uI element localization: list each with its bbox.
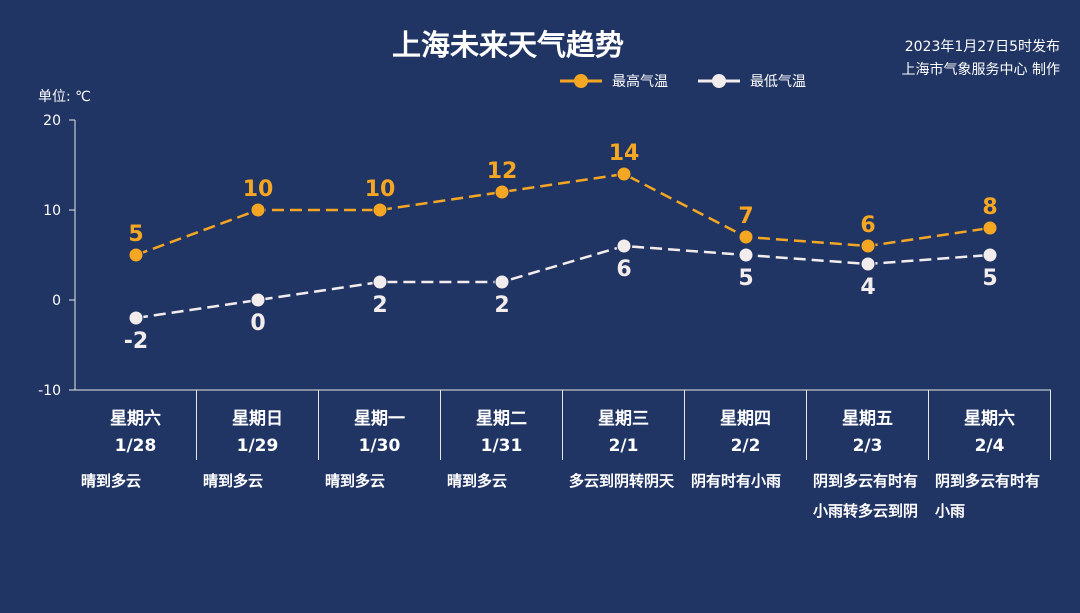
legend: 最高气温 最低气温 xyxy=(560,71,836,91)
weekday-label: 星期三 xyxy=(598,409,649,429)
data-label-high: 14 xyxy=(609,141,640,166)
data-label-high: 7 xyxy=(738,204,753,229)
point-high xyxy=(860,238,876,254)
weekday-label: 星期二 xyxy=(476,409,527,429)
forecast-day: 星期五 2/3 xyxy=(807,390,929,460)
forecast-day: 星期六 1/28 xyxy=(75,390,197,460)
data-label-low: 0 xyxy=(250,311,265,336)
point-high xyxy=(738,229,754,245)
legend-high-marker-icon xyxy=(560,74,602,88)
weekday-label: 星期一 xyxy=(354,409,405,429)
weather-description: 晴到多云 xyxy=(81,472,142,490)
data-label-high: 10 xyxy=(243,177,274,202)
point-low xyxy=(250,292,266,308)
weather-description: 阴到多云有时有小雨 xyxy=(935,472,1041,520)
publisher: 上海市气象服务中心 制作 xyxy=(901,62,1060,78)
point-high xyxy=(128,247,144,263)
forecast-day: 星期六 2/4 xyxy=(929,390,1051,460)
weather-description: 晴到多云 xyxy=(203,472,264,490)
data-label-low: -2 xyxy=(124,329,148,354)
point-high xyxy=(250,202,266,218)
y-tick-label: 20 xyxy=(43,113,61,129)
forecast-day: 星期日 1/29 xyxy=(197,390,319,460)
point-high xyxy=(982,220,998,236)
date-label: 2/2 xyxy=(730,436,761,456)
data-label-high: 8 xyxy=(982,195,997,220)
date-label: 2/4 xyxy=(974,436,1005,456)
weather-description: 阴到多云有时有小雨转多云到阴 xyxy=(813,472,919,520)
point-low xyxy=(738,247,754,263)
weekday-label: 星期六 xyxy=(110,409,161,429)
weather-description: 多云到阴转阴天 xyxy=(569,472,675,490)
data-label-high: 10 xyxy=(365,177,396,202)
data-label-high: 12 xyxy=(487,159,518,184)
data-label-low: 4 xyxy=(860,275,875,300)
point-low xyxy=(494,274,510,290)
point-low xyxy=(616,238,632,254)
point-high xyxy=(616,166,632,182)
point-high xyxy=(372,202,388,218)
data-label-low: 2 xyxy=(494,293,509,318)
date-label: 2/3 xyxy=(852,436,883,456)
forecast-day: 星期二 1/31 xyxy=(441,390,563,460)
series-line-high xyxy=(135,172,991,257)
point-low xyxy=(860,256,876,272)
weekday-label: 星期日 xyxy=(232,409,283,429)
weather-description: 晴到多云 xyxy=(325,472,386,490)
publish-info: 2023年1月27日5时发布 上海市气象服务中心 制作 xyxy=(902,36,1060,82)
data-label-high: 5 xyxy=(128,222,143,247)
data-label-low: 5 xyxy=(738,266,753,291)
legend-low-label: 最低气温 xyxy=(750,74,806,90)
data-label-low: 5 xyxy=(982,266,997,291)
chart-title: 上海未来天气趋势 xyxy=(391,28,624,62)
data-label-low: 6 xyxy=(616,257,631,282)
point-low xyxy=(982,247,998,263)
forecast-day: 星期一 1/30 xyxy=(319,390,441,460)
forecast-day: 星期三 2/1 xyxy=(563,390,685,460)
legend-item-high[interactable]: 最高气温 xyxy=(560,71,668,91)
weekday-label: 星期五 xyxy=(842,409,893,429)
forecast-day: 星期四 2/2 xyxy=(685,390,807,460)
date-label: 1/29 xyxy=(236,436,279,456)
data-label-low: 2 xyxy=(372,293,387,318)
publish-time: 2023年1月27日5时发布 xyxy=(904,39,1060,55)
weather-description: 晴到多云 xyxy=(447,472,508,490)
weather-description: 阴有时有小雨 xyxy=(691,472,782,490)
weekday-label: 星期四 xyxy=(720,409,771,429)
date-label: 1/31 xyxy=(480,436,523,456)
y-tick-label: 10 xyxy=(43,203,61,219)
legend-high-label: 最高气温 xyxy=(612,74,668,90)
date-label: 1/30 xyxy=(358,436,401,456)
y-tick-label: -10 xyxy=(38,383,61,399)
unit-label: 单位: ℃ xyxy=(38,89,91,105)
date-label: 2/1 xyxy=(608,436,639,456)
point-high xyxy=(494,184,510,200)
point-low xyxy=(128,310,144,326)
point-low xyxy=(372,274,388,290)
date-label: 1/28 xyxy=(114,436,157,456)
legend-low-marker-icon xyxy=(698,74,740,88)
forecast-columns: 星期六 1/28 晴到多云 星期日 1/29 晴到多云 星期一 1/30 晴到多云 星期二 1/31… xyxy=(75,390,1051,590)
weekday-label: 星期六 xyxy=(964,409,1015,429)
legend-item-low[interactable]: 最低气温 xyxy=(698,71,806,91)
series-line-low xyxy=(135,244,991,320)
y-tick-label: 0 xyxy=(52,293,61,309)
data-label-high: 6 xyxy=(860,213,875,238)
